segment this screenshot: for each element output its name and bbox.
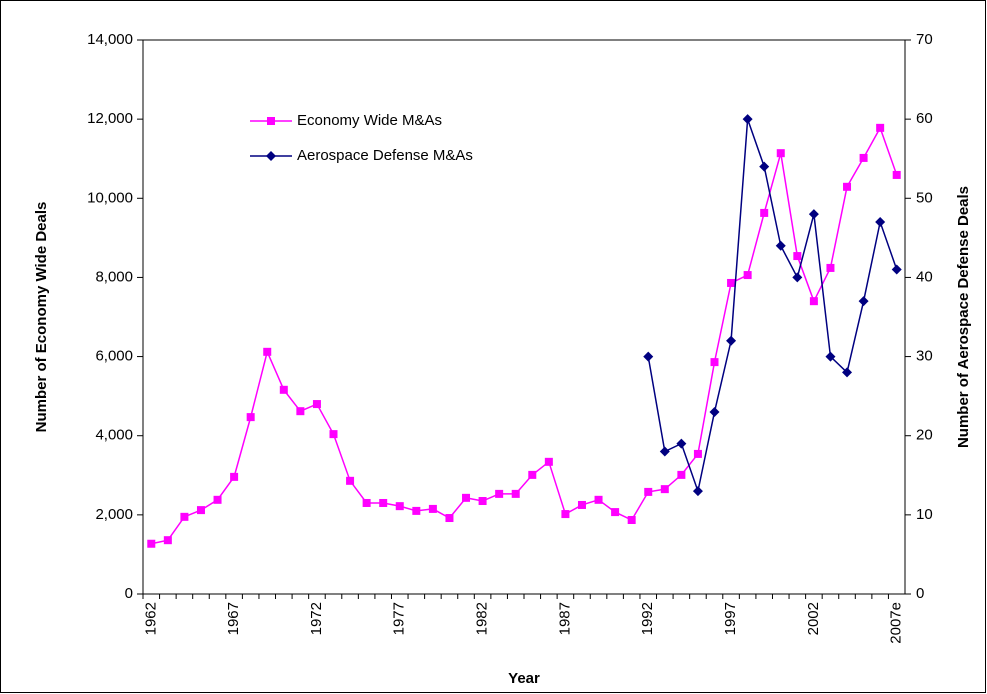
marker <box>826 263 835 272</box>
marker <box>792 272 803 283</box>
marker <box>776 149 785 158</box>
marker <box>858 296 869 307</box>
marker <box>660 485 669 494</box>
marker <box>495 489 504 498</box>
marker <box>428 504 437 513</box>
line <box>647 118 898 494</box>
marker <box>693 449 702 458</box>
y-tick-label: 2,000 <box>95 506 133 523</box>
marker <box>842 367 853 378</box>
marker <box>727 278 736 287</box>
marker <box>379 498 388 507</box>
y2-tick-label: 20 <box>916 427 933 444</box>
marker <box>577 500 586 509</box>
marker <box>594 495 603 504</box>
x-tick-label: 2007e <box>888 602 905 644</box>
x-tick-label: 1977 <box>391 602 408 635</box>
marker <box>528 470 537 479</box>
marker <box>267 117 275 125</box>
x-tick-label: 2002 <box>805 602 822 635</box>
x-tick-label: 1972 <box>308 602 325 635</box>
y2-tick-label: 30 <box>916 348 933 365</box>
marker <box>462 493 471 502</box>
marker <box>709 406 720 417</box>
marker <box>329 430 338 439</box>
marker <box>843 182 852 191</box>
y-tick-label: 0 <box>125 585 133 602</box>
marker <box>246 413 255 422</box>
marker <box>692 486 703 497</box>
marker <box>825 351 836 362</box>
x-tick-label: 1982 <box>474 602 491 635</box>
y-tick-label: 12,000 <box>87 110 133 127</box>
x-tick-label: 1962 <box>142 602 159 635</box>
marker <box>412 506 421 515</box>
marker <box>892 170 901 179</box>
y2-tick-label: 0 <box>916 585 924 602</box>
marker <box>710 358 719 367</box>
marker <box>180 512 189 521</box>
marker <box>511 489 520 498</box>
marker <box>676 438 687 449</box>
marker <box>230 472 239 481</box>
marker <box>312 400 321 409</box>
marker <box>876 123 885 132</box>
marker <box>808 209 819 220</box>
y2-tick-label: 50 <box>916 189 933 206</box>
y-tick-label: 6,000 <box>95 348 133 365</box>
legend-label: Aerospace Defense M&As <box>297 147 473 164</box>
marker <box>445 514 454 523</box>
marker <box>561 510 570 519</box>
y2-tick-label: 40 <box>916 268 933 285</box>
marker <box>266 151 276 161</box>
line <box>151 126 898 545</box>
y2-axis-title: Number of Aerospace Defense Deals <box>955 186 972 448</box>
marker <box>760 208 769 217</box>
marker <box>362 498 371 507</box>
y2-tick-label: 60 <box>916 110 933 127</box>
marker <box>793 252 802 261</box>
x-tick-label: 1987 <box>556 602 573 635</box>
x-axis-title: Year <box>508 670 540 687</box>
y-tick-label: 8,000 <box>95 268 133 285</box>
marker <box>775 240 786 251</box>
marker <box>743 271 752 280</box>
marker <box>659 446 670 457</box>
marker <box>726 335 737 346</box>
marker <box>279 385 288 394</box>
marker <box>643 351 654 362</box>
marker <box>891 264 902 275</box>
marker <box>346 476 355 485</box>
marker <box>611 508 620 517</box>
marker <box>263 347 272 356</box>
y-tick-label: 10,000 <box>87 189 133 206</box>
marker <box>627 516 636 525</box>
marker <box>395 502 404 511</box>
marker <box>147 539 156 548</box>
marker <box>296 407 305 416</box>
y-axis-title: Number of Economy Wide Deals <box>33 202 50 433</box>
marker <box>213 495 222 504</box>
y2-tick-label: 10 <box>916 506 933 523</box>
marker <box>875 217 886 228</box>
marker <box>859 153 868 162</box>
y-tick-label: 14,000 <box>87 31 133 48</box>
x-tick-label: 1997 <box>722 602 739 635</box>
y-tick-label: 4,000 <box>95 427 133 444</box>
marker <box>677 470 686 479</box>
marker <box>163 536 172 545</box>
x-tick-label: 1967 <box>225 602 242 635</box>
x-tick-label: 1992 <box>639 602 656 635</box>
legend-label: Economy Wide M&As <box>297 112 442 129</box>
y2-tick-label: 70 <box>916 31 933 48</box>
marker <box>759 161 770 172</box>
marker <box>478 497 487 506</box>
marker <box>742 114 753 125</box>
marker <box>809 297 818 306</box>
marker <box>196 506 205 515</box>
marker <box>644 487 653 496</box>
marker <box>544 457 553 466</box>
